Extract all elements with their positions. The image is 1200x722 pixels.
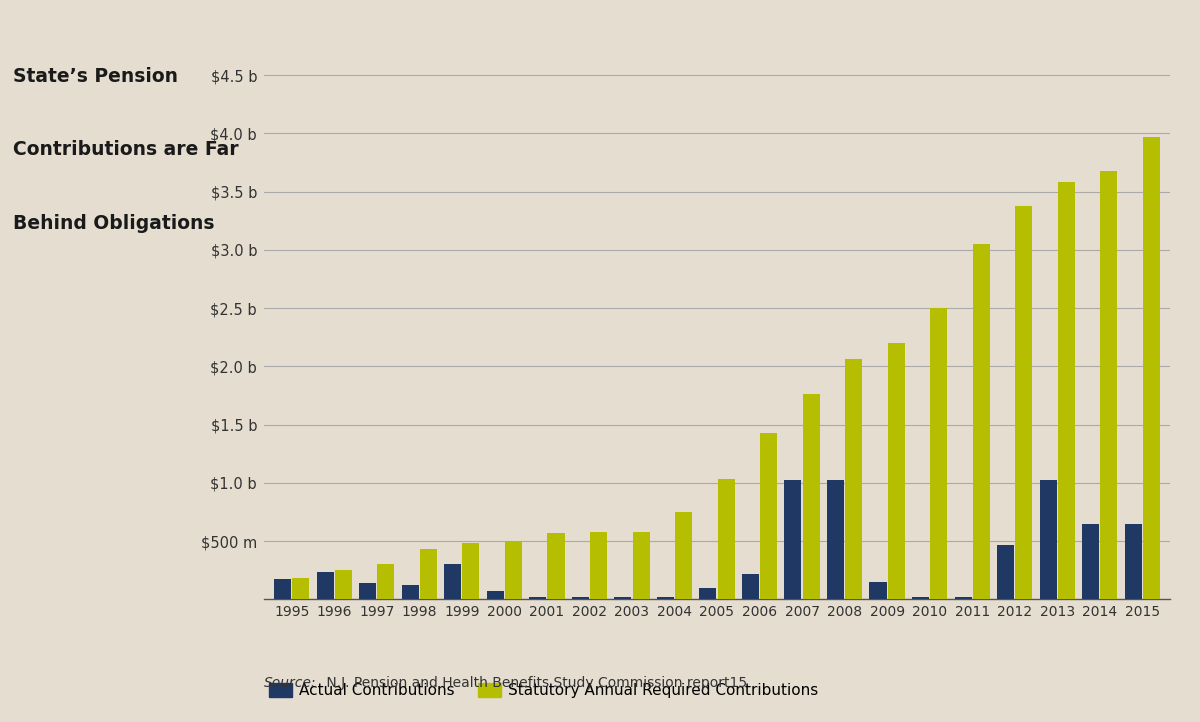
Bar (676, 512, 692, 599)
Bar (402, 586, 419, 599)
Text: N.J. Pension and Health Benefits Study Commission report15: N.J. Pension and Health Benefits Study C… (322, 676, 746, 690)
Legend: Actual Contributions, Statutory Annual Required Contributions: Actual Contributions, Statutory Annual R… (263, 677, 824, 705)
Text: State’s Pension: State’s Pension (13, 67, 178, 86)
Bar (420, 549, 437, 599)
Bar (590, 531, 607, 599)
Bar (444, 565, 461, 599)
Bar (845, 360, 863, 599)
Bar (742, 574, 758, 599)
Bar (656, 597, 674, 599)
Bar (377, 565, 395, 599)
Bar (274, 580, 292, 599)
Bar (1058, 183, 1075, 599)
Bar (785, 480, 802, 599)
Bar (700, 588, 716, 599)
Bar (997, 544, 1014, 599)
Bar (718, 479, 734, 599)
Bar (760, 432, 778, 599)
Text: Source:: Source: (264, 676, 317, 690)
Bar (462, 544, 480, 599)
Bar (1142, 137, 1160, 599)
Bar (359, 583, 376, 599)
Bar (547, 533, 564, 599)
Bar (827, 480, 844, 599)
Bar (335, 570, 352, 599)
Bar (614, 597, 631, 599)
Bar (1039, 480, 1057, 599)
Bar (293, 578, 310, 599)
Bar (632, 531, 649, 599)
Bar (1015, 206, 1032, 599)
Bar (803, 394, 820, 599)
Text: Contributions are Far: Contributions are Far (13, 141, 239, 160)
Bar (930, 308, 947, 599)
Bar (1082, 523, 1099, 599)
Bar (954, 597, 972, 599)
Bar (973, 244, 990, 599)
Bar (870, 582, 887, 599)
Bar (487, 591, 504, 599)
Bar (571, 597, 589, 599)
Bar (529, 597, 546, 599)
Bar (317, 573, 334, 599)
Text: Behind Obligations: Behind Obligations (13, 214, 214, 233)
Bar (912, 597, 929, 599)
Bar (505, 541, 522, 599)
Bar (888, 343, 905, 599)
Bar (1124, 523, 1141, 599)
Bar (1100, 170, 1117, 599)
